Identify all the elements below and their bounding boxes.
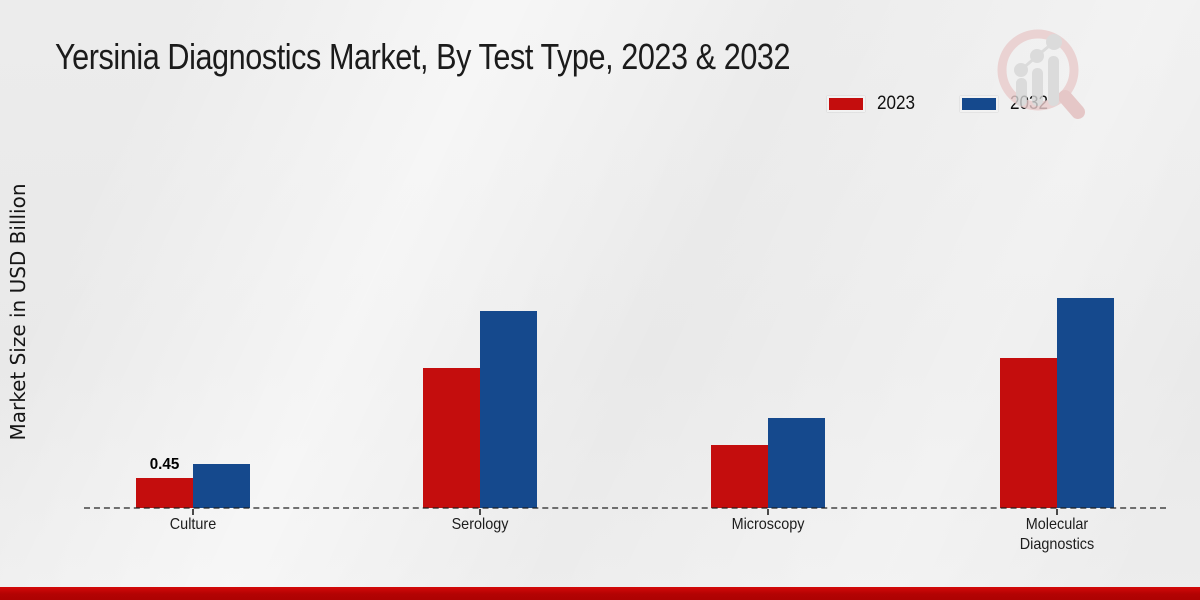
x-axis-label-molecular-diagnostics: Molecular Diagnostics [1019,516,1095,553]
x-axis-label-culture: Culture [169,516,217,533]
bar-2032-molecular-diagnostics [1057,298,1114,508]
legend-swatch-2032-icon [959,96,998,112]
x-axis-label-serology: Serology [451,516,509,533]
legend-label-2023: 2023 [877,93,916,114]
bar-2023-microscopy [711,445,768,508]
x-axis-baseline [84,507,1166,509]
bar-2032-microscopy [768,418,825,508]
bar-2023-molecular-diagnostics [1000,358,1057,508]
bar-2023-culture [136,478,193,508]
bar-value-label-2023-culture: 0.45 [149,456,180,473]
legend-item-2023: 2023 [827,93,919,115]
bottom-accent-band [0,587,1200,600]
bar-2023-serology [423,368,480,508]
x-axis-tick-culture [192,509,194,515]
x-axis-label-microscopy: Microscopy [731,516,805,533]
legend-swatch-2023-icon [827,96,866,112]
x-axis-tick-serology [479,509,481,515]
x-axis-tick-molecular-diagnostics [1056,509,1058,515]
chart-title: Yersinia Diagnostics Market, By Test Typ… [55,36,791,77]
bar-2032-culture [193,464,250,508]
market-research-logo-icon [997,29,1085,119]
bar-2032-serology [480,311,537,508]
x-axis-tick-microscopy [767,509,769,515]
